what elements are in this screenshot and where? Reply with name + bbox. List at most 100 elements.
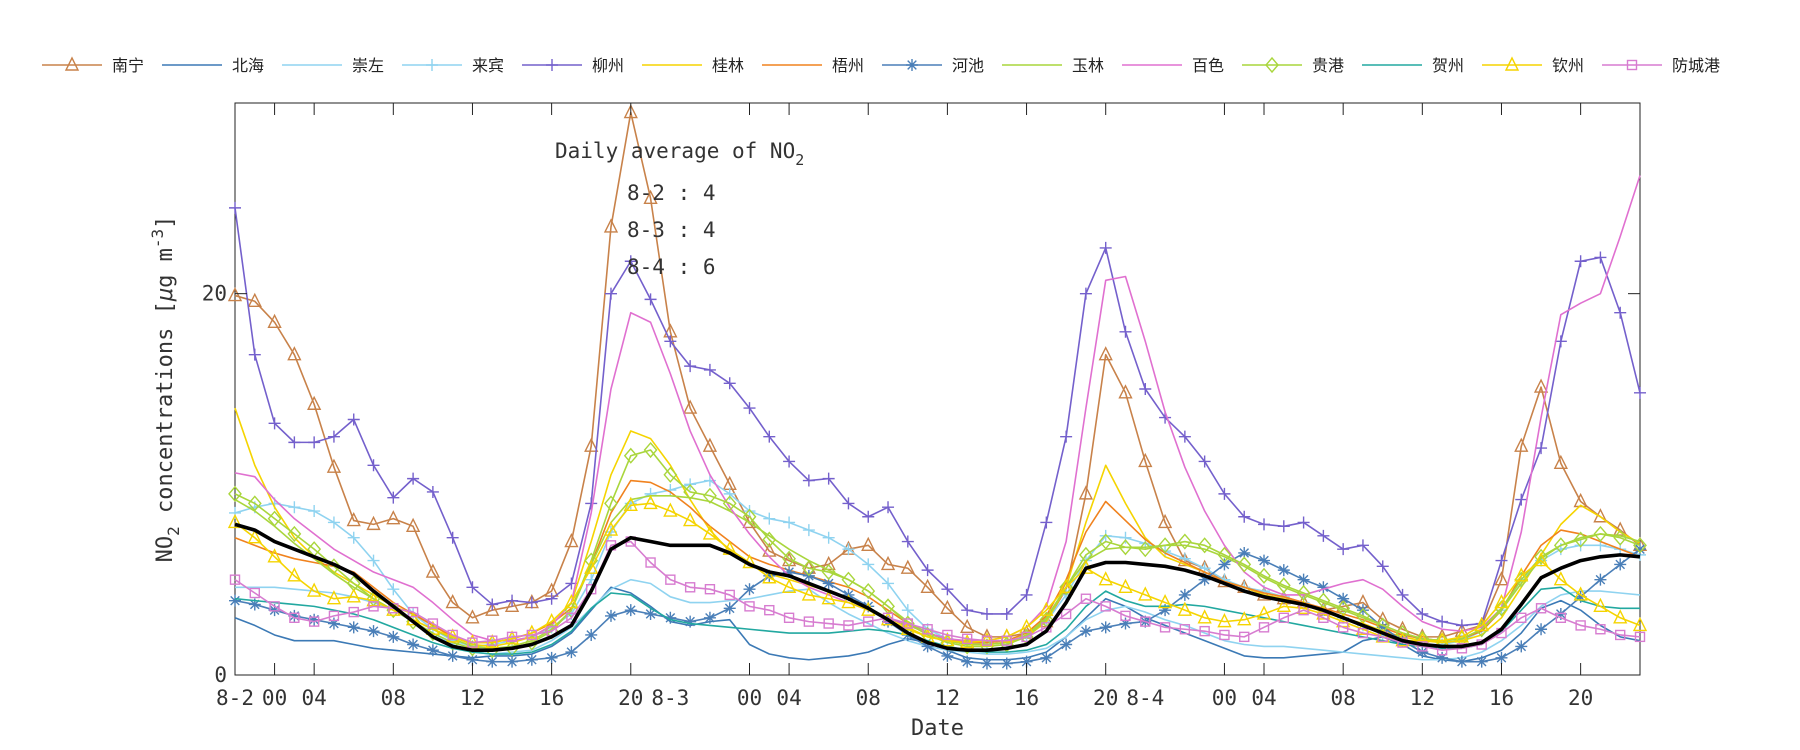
series-point-0 xyxy=(1514,437,1529,452)
series-point-0 xyxy=(900,559,915,574)
series-point-3 xyxy=(387,583,400,596)
x-tick-label: 20 xyxy=(1568,686,1593,710)
series-point-7 xyxy=(387,630,400,643)
series-point-10 xyxy=(861,583,876,600)
series-point-13 xyxy=(803,616,815,627)
series-point-3 xyxy=(308,505,321,518)
series-point-12 xyxy=(762,569,777,584)
series-point-4 xyxy=(466,581,479,594)
series-11 xyxy=(234,586,1640,655)
x-tick-label: 08 xyxy=(381,686,406,710)
series-point-7 xyxy=(585,628,598,641)
series-line-11 xyxy=(234,586,1640,655)
x-tick-label: 00 xyxy=(737,686,762,710)
series-point-4 xyxy=(1436,615,1449,628)
legend-item-8: 玉林 xyxy=(1002,56,1104,75)
series-point-4 xyxy=(1297,516,1310,529)
series-point-0 xyxy=(1573,492,1588,508)
series-point-7 xyxy=(248,598,261,611)
series-point-7 xyxy=(1475,655,1488,668)
series-point-4 xyxy=(664,335,677,348)
series-point-12 xyxy=(227,513,243,529)
series-point-10 xyxy=(228,485,242,502)
series-point-13 xyxy=(1456,643,1468,654)
series-point-7 xyxy=(486,655,499,668)
series-point-13 xyxy=(783,612,795,623)
series-point-4 xyxy=(1396,588,1409,601)
series-point-4 xyxy=(684,360,697,373)
legend-label: 桂林 xyxy=(712,56,744,75)
series-point-3 xyxy=(1574,539,1587,552)
series-point-12 xyxy=(307,582,322,597)
series-point-4 xyxy=(327,430,340,443)
annotation-lines: 8-2 : 4 8-3 : 4 8-4 : 6 xyxy=(627,181,716,279)
series-point-12 xyxy=(1177,601,1192,616)
series-point-4 xyxy=(1614,306,1627,319)
x-tick-label: 12 xyxy=(460,686,485,710)
series-point-13 xyxy=(348,606,359,618)
legend-item-9: 百色 xyxy=(1122,56,1224,75)
axis-ticks: 8-2 04 08 12 16 20 04 08 12 16 20 04 08 12 16 20 00 00 00 8… xyxy=(202,103,1640,710)
series-point-4 xyxy=(1554,335,1567,348)
series-point-12 xyxy=(1138,586,1153,601)
series-point-3 xyxy=(882,577,895,590)
series-point-13 xyxy=(328,610,340,622)
series-point-10 xyxy=(1494,600,1509,617)
legend-marker xyxy=(426,59,438,71)
series-point-10 xyxy=(683,483,698,501)
series-point-4 xyxy=(604,287,617,300)
series-point-12 xyxy=(801,586,817,601)
series-point-0 xyxy=(880,555,896,571)
series-point-7 xyxy=(941,649,954,662)
legend-label: 防城港 xyxy=(1672,56,1720,75)
series-point-4 xyxy=(941,583,954,596)
legend-label: 南宁 xyxy=(112,56,144,75)
annotation-line: 8-4 : 6 xyxy=(627,255,716,279)
daily-average-annotation: Daily average of NO2 8-2 : 4 8-3 : 4 8-4 :… xyxy=(555,139,804,279)
series-point-13 xyxy=(1001,635,1012,646)
series-point-13 xyxy=(1575,620,1586,631)
series-point-12 xyxy=(1256,605,1272,620)
series-point-0 xyxy=(307,395,322,410)
series-point-7 xyxy=(1040,651,1053,664)
series-point-0 xyxy=(1494,571,1509,586)
legend-item-0: 南宁 xyxy=(42,56,144,75)
series-point-0 xyxy=(1138,452,1153,468)
series-point-7 xyxy=(525,653,538,666)
legend-marker xyxy=(64,56,80,71)
series-point-7 xyxy=(1277,564,1290,577)
series-point-3 xyxy=(1119,531,1132,544)
series-point-12 xyxy=(584,559,599,574)
series-point-4 xyxy=(506,594,519,607)
series-point-4 xyxy=(1060,430,1073,443)
series-point-4 xyxy=(1139,383,1152,395)
plot-frame xyxy=(234,102,1641,676)
legend-label: 贺州 xyxy=(1432,56,1464,75)
series-point-3 xyxy=(901,604,914,617)
series-point-7 xyxy=(1337,592,1350,605)
series-point-0 xyxy=(564,532,579,548)
series-point-13 xyxy=(1179,624,1191,635)
x-tick-label: 20 xyxy=(618,686,643,710)
series-point-10 xyxy=(1237,556,1252,573)
series-point-4 xyxy=(1020,588,1033,601)
series-point-13 xyxy=(1357,627,1369,639)
series-point-7 xyxy=(466,653,479,666)
series-line-9 xyxy=(234,175,1641,642)
series-point-13 xyxy=(922,624,933,635)
series-point-13 xyxy=(467,637,478,648)
series-point-4 xyxy=(1495,554,1508,567)
series-point-13 xyxy=(308,616,320,627)
series-point-10 xyxy=(1553,537,1568,554)
series-point-4 xyxy=(268,417,281,430)
series-point-12 xyxy=(702,525,718,540)
series-point-7 xyxy=(308,613,321,626)
series-point-7 xyxy=(1159,604,1172,617)
legend-label: 贵港 xyxy=(1312,56,1344,75)
series-point-7 xyxy=(1099,621,1112,634)
series-point-12 xyxy=(564,593,579,609)
series-point-10 xyxy=(1197,537,1212,554)
series-point-13 xyxy=(1318,612,1329,623)
series-point-4 xyxy=(288,436,301,449)
series-point-10 xyxy=(604,495,618,512)
